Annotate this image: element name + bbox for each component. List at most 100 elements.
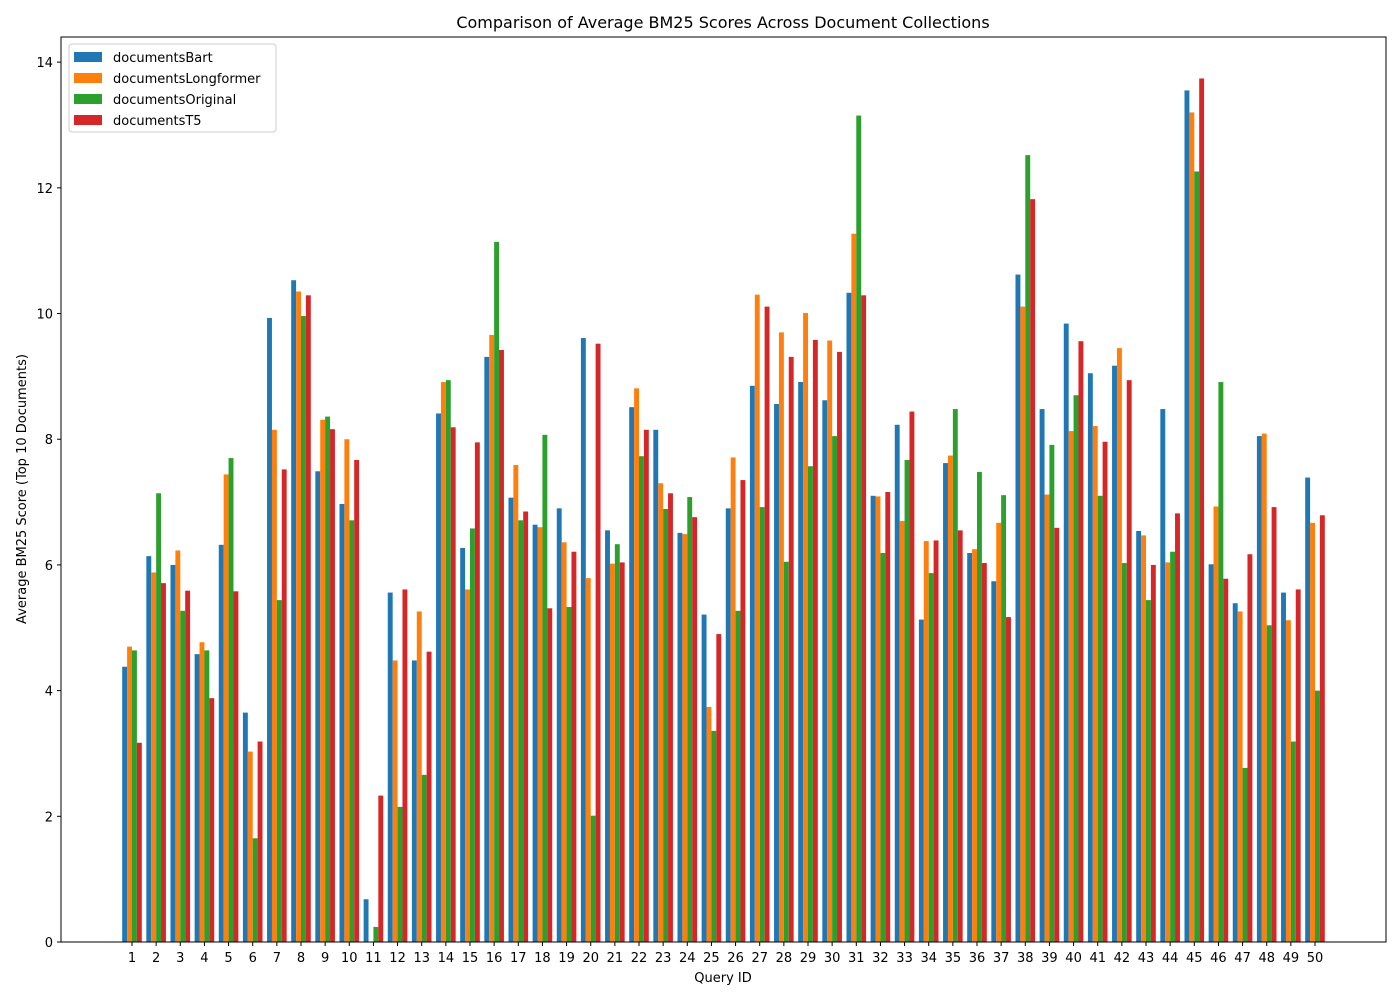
x-tick-label: 36 — [969, 951, 986, 966]
bar-documentsT5-q46 — [1223, 578, 1229, 942]
bar-documentsT5-q49 — [1295, 589, 1301, 942]
bar-documentsOriginal-q2 — [156, 493, 162, 942]
bar-documentsOriginal-q7 — [276, 600, 282, 942]
bar-documentsOriginal-q19 — [566, 607, 572, 942]
y-tick-label: 8 — [45, 433, 53, 448]
bar-documentsOriginal-q17 — [518, 520, 524, 942]
bar-documentsLongformer-q16 — [489, 334, 495, 942]
x-tick-label: 42 — [1114, 951, 1131, 966]
bar-documentsT5-q47 — [1247, 554, 1253, 942]
y-tick-label: 12 — [36, 182, 53, 197]
bar-documentsT5-q48 — [1271, 507, 1277, 942]
x-tick-label: 47 — [1234, 951, 1251, 966]
x-tick-label: 32 — [872, 951, 889, 966]
bar-documentsBart-q8 — [291, 280, 297, 943]
bar-documentsOriginal-q38 — [1025, 155, 1031, 942]
bar-documentsLongformer-q22 — [634, 388, 639, 942]
bar-documentsT5-q6 — [257, 741, 263, 942]
bar-documentsLongformer-q18 — [537, 527, 543, 942]
bar-documentsT5-q29 — [812, 339, 818, 942]
x-tick-label: 48 — [1258, 951, 1275, 966]
bar-documentsOriginal-q40 — [1073, 395, 1079, 943]
bar-documentsBart-q23 — [653, 429, 659, 942]
x-tick-label: 16 — [486, 951, 503, 966]
x-tick-label: 49 — [1283, 951, 1300, 966]
bar-documentsLongformer-q24 — [682, 534, 688, 942]
x-tick-label: 43 — [1138, 951, 1155, 966]
bar-documentsOriginal-q11 — [373, 926, 379, 942]
x-tick-label: 1 — [128, 951, 136, 966]
chart-title: Comparison of Average BM25 Scores Across… — [456, 13, 989, 32]
bar-documentsOriginal-q8 — [301, 316, 306, 942]
bar-documentsT5-q10 — [354, 459, 360, 942]
bar-documentsLongformer-q10 — [344, 439, 350, 942]
x-tick-label: 41 — [1089, 951, 1106, 966]
bar-documentsBart-q47 — [1232, 603, 1238, 942]
bar-documentsBart-q33 — [894, 424, 900, 942]
bar-documentsLongformer-q48 — [1261, 433, 1267, 942]
bar-documentsBart-q39 — [1039, 409, 1045, 942]
bar-documentsT5-q36 — [981, 563, 987, 942]
bar-documentsOriginal-q44 — [1170, 551, 1176, 942]
bar-documentsLongformer-q7 — [271, 429, 277, 942]
x-tick-label: 33 — [896, 951, 913, 966]
bar-documentsOriginal-q32 — [880, 552, 886, 942]
bar-documentsT5-q34 — [933, 540, 939, 942]
x-tick-label: 19 — [558, 951, 575, 966]
bar-documentsLongformer-q15 — [465, 589, 470, 942]
bar-documentsT5-q30 — [837, 351, 842, 942]
bar-documentsOriginal-q25 — [711, 730, 717, 942]
x-tick-label: 10 — [341, 951, 358, 966]
bar-documentsT5-q24 — [692, 517, 698, 942]
x-tick-label: 4 — [200, 951, 208, 966]
bar-documentsBart-q50 — [1305, 477, 1311, 942]
bar-documentsBart-q13 — [411, 660, 417, 942]
x-tick-label: 45 — [1186, 951, 1203, 966]
bar-documentsT5-q14 — [450, 427, 456, 942]
bar-documentsLongformer-q32 — [875, 496, 881, 942]
x-tick-label: 31 — [848, 951, 865, 966]
bar-documentsLongformer-q27 — [754, 294, 760, 942]
x-tick-label: 21 — [607, 951, 624, 966]
bar-documentsLongformer-q36 — [972, 549, 977, 942]
legend-label-documentsOriginal: documentsOriginal — [113, 93, 236, 108]
bar-documentsLongformer-q14 — [440, 382, 446, 942]
bar-documentsBart-q11 — [363, 899, 369, 942]
bar-documentsLongformer-q43 — [1141, 535, 1146, 942]
bar-documentsT5-q3 — [185, 590, 191, 942]
bar-documentsT5-q15 — [474, 442, 480, 942]
bar-documentsOriginal-q12 — [397, 806, 403, 942]
bar-documentsOriginal-q41 — [1097, 495, 1103, 942]
x-tick-label: 13 — [413, 951, 430, 966]
bar-documentsT5-q40 — [1078, 341, 1084, 942]
bar-documentsT5-q44 — [1175, 513, 1180, 942]
x-tick-label: 8 — [297, 951, 305, 966]
bar-documentsBart-q4 — [194, 654, 200, 942]
bar-documentsOriginal-q3 — [180, 610, 186, 942]
bar-documentsOriginal-q18 — [542, 434, 548, 942]
bar-documentsOriginal-q39 — [1049, 444, 1055, 942]
x-tick-label: 30 — [824, 951, 841, 966]
y-tick-label: 0 — [45, 936, 53, 951]
x-tick-label: 37 — [993, 951, 1010, 966]
bar-documentsT5-q41 — [1102, 441, 1108, 942]
bar-documentsOriginal-q15 — [470, 528, 475, 942]
bar-documentsBart-q43 — [1136, 530, 1142, 942]
bar-documentsLongformer-q3 — [175, 550, 181, 942]
y-tick-label: 10 — [36, 308, 53, 323]
bar-documentsOriginal-q50 — [1315, 690, 1320, 942]
bar-documentsBart-q36 — [967, 552, 973, 942]
bar-documentsBart-q17 — [508, 497, 514, 942]
y-tick-label: 4 — [45, 685, 53, 700]
bar-documentsOriginal-q22 — [639, 456, 644, 942]
bar-documentsBart-q41 — [1087, 373, 1093, 943]
x-axis-ticks: 1 2 3 4 5 6 7 8 9 10 11 12 13 14 15 16 17 18 19 20 21 22 23 24 2… — [128, 942, 1323, 966]
bar-documentsOriginal-q14 — [445, 380, 451, 942]
bar-documentsOriginal-q6 — [252, 838, 258, 942]
bar-documentsLongformer-q34 — [923, 541, 929, 942]
bar-documentsT5-q31 — [861, 295, 867, 942]
x-tick-label: 50 — [1307, 951, 1324, 966]
bar-documentsBart-q12 — [387, 592, 393, 942]
bar-documentsLongformer-q8 — [296, 291, 301, 942]
x-tick-label: 2 — [152, 951, 160, 966]
